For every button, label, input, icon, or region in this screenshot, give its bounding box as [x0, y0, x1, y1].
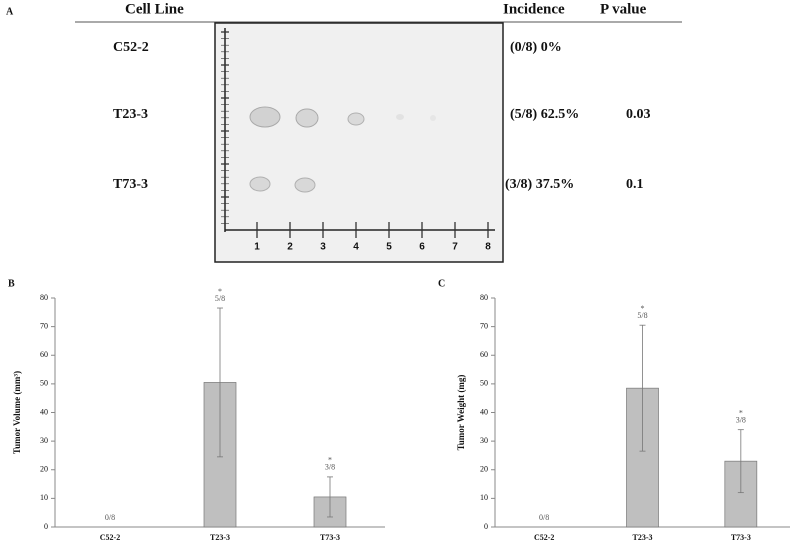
header: P value [600, 1, 647, 17]
y-tick-label: 50 [40, 379, 48, 388]
y-tick-label: 10 [40, 493, 48, 502]
x-tick-label: T23-3 [210, 533, 230, 541]
incidence: (5/8) 62.5% [510, 107, 579, 122]
x-tick-label: T73-3 [731, 533, 751, 541]
count-label: 5/8 [637, 311, 647, 320]
y-tick-label: 80 [40, 293, 48, 302]
header: Cell Line [125, 1, 184, 17]
ruler-label: 7 [452, 242, 458, 253]
y-tick-label: 40 [40, 407, 48, 416]
significance-mark: * [739, 409, 743, 418]
ruler-label: 2 [287, 242, 293, 253]
ruler-label: 1 [254, 242, 260, 253]
cell-line: T23-3 [113, 107, 148, 122]
x-tick-label: C52-2 [100, 533, 120, 541]
count-label: 3/8 [325, 463, 335, 472]
x-tick-label: T73-3 [320, 533, 340, 541]
y-tick-label: 0 [44, 522, 48, 531]
y-tick-label: 80 [480, 293, 488, 302]
significance-mark: * [641, 304, 645, 313]
count-label: 3/8 [736, 416, 746, 425]
y-tick-label: 40 [480, 407, 488, 416]
y-tick-label: 20 [480, 465, 488, 474]
ruler-label: 4 [353, 242, 359, 253]
p-value: 0.03 [626, 107, 651, 122]
panel-label: A [6, 6, 14, 17]
ruler-label: 3 [320, 242, 326, 253]
y-tick-label: 70 [40, 321, 48, 330]
tumor-photo [214, 22, 504, 263]
count-label: 5/8 [215, 294, 225, 303]
ruler-label: 6 [419, 242, 425, 253]
significance-mark: * [328, 456, 332, 465]
y-tick-label: 50 [480, 379, 488, 388]
panel-label: B [8, 278, 15, 289]
y-tick-label: 0 [484, 522, 488, 531]
y-tick-label: 60 [480, 350, 488, 359]
ruler-label: 5 [386, 242, 392, 253]
count-label: 0/8 [105, 513, 115, 522]
y-tick-label: 30 [480, 436, 488, 445]
x-tick-label: T23-3 [633, 533, 653, 541]
cell-line: T73-3 [113, 177, 148, 192]
incidence: (3/8) 37.5% [505, 177, 574, 192]
panel-label: C [438, 278, 445, 289]
y-tick-label: 10 [480, 493, 488, 502]
x-tick-label: C52-2 [534, 533, 554, 541]
y-axis-label: Tumor Volume (mm³) [12, 371, 22, 454]
y-tick-label: 30 [40, 436, 48, 445]
incidence: (0/8) 0% [510, 40, 562, 55]
y-tick-label: 60 [40, 350, 48, 359]
p-value: 0.1 [626, 177, 644, 192]
y-tick-label: 20 [40, 465, 48, 474]
count-label: 0/8 [539, 513, 549, 522]
cell-line: C52-2 [113, 40, 149, 55]
significance-mark: * [218, 287, 222, 296]
header: Incidence [503, 1, 565, 17]
ruler-label: 8 [485, 242, 491, 253]
y-tick-label: 70 [480, 321, 488, 330]
y-axis-label: Tumor Weight (mg) [456, 375, 466, 451]
